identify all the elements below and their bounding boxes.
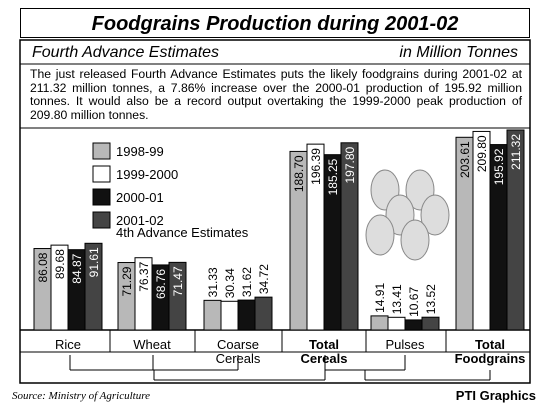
value-label: 188.70 <box>292 155 306 192</box>
x-tick-label: Wheat <box>133 337 171 352</box>
value-label: 211.32 <box>509 134 523 170</box>
bar <box>220 300 239 331</box>
brackets <box>69 355 491 381</box>
bar <box>84 242 103 331</box>
source: Source: Ministry of Agriculture <box>12 390 150 402</box>
x-tick-label: Rice <box>54 337 81 352</box>
bar <box>421 316 440 331</box>
value-label: 209.80 <box>475 135 489 172</box>
bar <box>340 142 359 331</box>
subtitle: Fourth Advance Estimates <box>32 44 220 61</box>
value-label: 31.62 <box>240 267 254 297</box>
x-tick-label: Total Cereals <box>300 337 348 366</box>
value-label: 34.72 <box>257 264 271 294</box>
bar <box>404 319 423 331</box>
value-label: 14.91 <box>373 283 387 313</box>
bar <box>203 299 222 331</box>
value-label: 195.92 <box>492 148 506 185</box>
legend-label: 2001-02 <box>116 213 164 228</box>
value-label: 84.87 <box>70 253 84 283</box>
value-label: 71.47 <box>171 266 185 296</box>
value-label: 86.08 <box>36 252 50 282</box>
value-label: 10.67 <box>407 287 421 317</box>
value-label: 30.34 <box>223 268 237 298</box>
frame <box>19 39 531 384</box>
unit: in Million Tonnes <box>399 44 518 61</box>
x-tick-label: Pulses <box>385 337 425 352</box>
sacks-illustration <box>365 169 450 261</box>
credit: PTI Graphics <box>455 388 536 403</box>
bar <box>370 315 389 331</box>
legend-label: 1998-99 <box>116 144 164 159</box>
description: The just released Fourth Advance Estimat… <box>30 67 522 122</box>
legend-label: 1999-2000 <box>116 167 178 182</box>
value-label: 13.52 <box>424 284 438 314</box>
chart-title: Foodgrains Production during 2001-02 <box>20 8 530 38</box>
value-label: 76.37 <box>137 261 151 291</box>
legend-label: 2000-01 <box>116 190 164 205</box>
bar <box>254 296 273 331</box>
value-label: 203.61 <box>458 141 472 178</box>
bar <box>168 261 187 331</box>
value-label: 68.76 <box>154 269 168 299</box>
legend-swatch <box>92 142 111 160</box>
x-tick-label: Coarse Cereals <box>215 337 261 366</box>
bar <box>387 316 406 331</box>
legend-swatch <box>92 188 111 206</box>
value-label: 13.41 <box>390 284 404 314</box>
legend-note: 4th Advance Estimates <box>116 225 249 240</box>
legend-swatch <box>92 165 111 183</box>
value-label: 89.68 <box>53 249 67 279</box>
value-label: 196.39 <box>309 148 323 185</box>
value-label: 185.25 <box>326 158 340 195</box>
value-label: 71.29 <box>120 266 134 296</box>
value-label: 91.61 <box>87 247 101 277</box>
x-tick-label: Total Foodgrains <box>454 337 526 366</box>
legend-swatch <box>92 211 111 229</box>
value-label: 31.33 <box>206 267 220 297</box>
bar <box>506 129 525 331</box>
bar <box>237 299 256 331</box>
value-label: 197.80 <box>343 146 357 183</box>
